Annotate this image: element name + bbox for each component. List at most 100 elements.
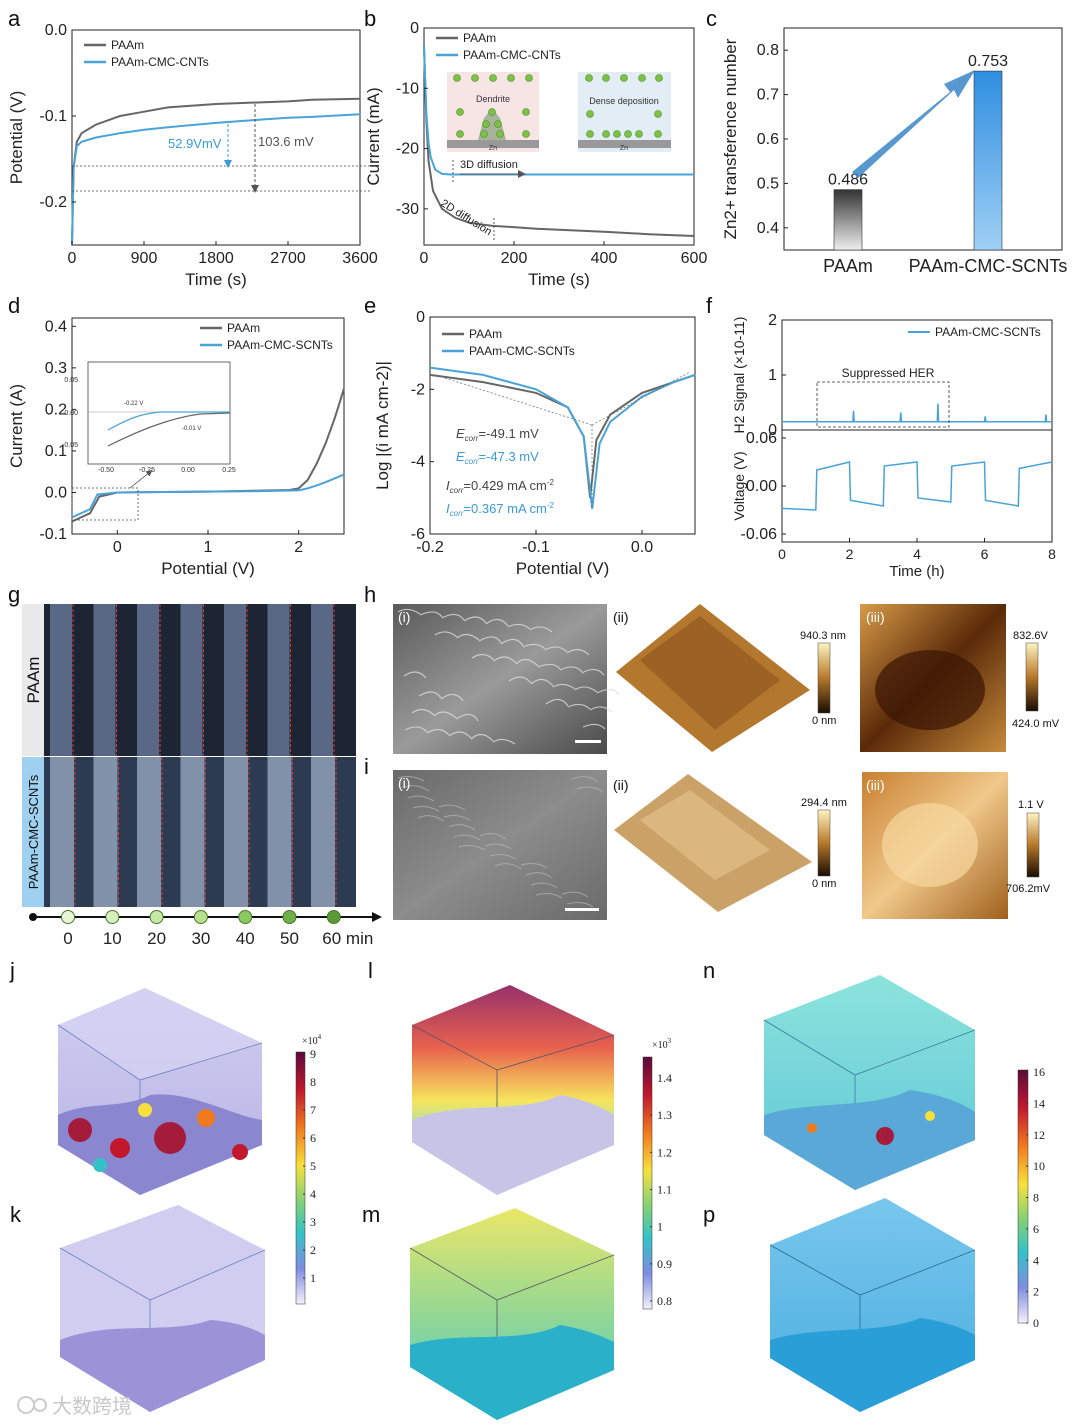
timeline-label: 40 [236, 929, 255, 948]
kpfm-colorbar-h [1025, 642, 1039, 712]
sem-wrinkle [530, 882, 558, 889]
sem-wrinkle [443, 815, 471, 821]
legend-label: PAAm-CMC-SCNTs [935, 325, 1041, 339]
inset-xtick: -0.25 [139, 467, 155, 474]
sem-flake [426, 728, 450, 736]
sem-flake [404, 726, 428, 733]
strip-cmc [137, 757, 161, 907]
legend-label: PAAm-CMC-SCNTs [469, 344, 575, 358]
colorbar-j-ticks: 9 8 7 6 5 4 3 2 1 [303, 1047, 316, 1285]
x-tick-label: 3600 [342, 250, 378, 267]
panel-label-i: i [364, 754, 369, 779]
annot-suppressed-her: Suppressed HER [842, 366, 935, 380]
inset-d: 0.05 0.00 -0.05 -0.50 -0.25 0.00 0.25 -0… [62, 361, 236, 521]
y-axis-label-top: H2 Signal (×10-11) [731, 317, 747, 434]
sim-cube-l [411, 985, 615, 1195]
sem-wrinkle [479, 833, 507, 840]
strip-cmc [224, 757, 248, 907]
afm-colorbar-i [817, 809, 831, 877]
sem-flake [522, 643, 546, 650]
colorbar-tick-label: 3 [310, 1215, 316, 1229]
kpfm-min-i: 706.2mV [1006, 883, 1051, 895]
annot-3d-diffusion: 3D diffusion [460, 159, 518, 171]
zoom-arrow [129, 470, 153, 489]
inset-ytick: -0.05 [62, 442, 78, 449]
sem-flake [596, 688, 620, 696]
hotspot [807, 1123, 817, 1133]
x-tick-label: 0 [420, 250, 429, 267]
sem-flake [581, 668, 605, 676]
sim-cube-n [763, 975, 976, 1190]
cube-top [58, 988, 262, 1080]
sem-wrinkle [571, 776, 599, 783]
sem-flake [463, 616, 487, 624]
afm-max-h: 940.3 nm [800, 630, 846, 642]
bar-0 [833, 189, 863, 251]
x-tick-label: 6 [981, 546, 989, 562]
bar-1 [973, 70, 1003, 251]
y-axis-label: Log |(i mA cm-2)| [373, 361, 392, 490]
colorbar-tick-label: 6 [1033, 1222, 1039, 1236]
y-tick-label: 0.5 [757, 175, 779, 192]
x-tick-label: -0.1 [522, 539, 550, 556]
colorbar-l-exp: ×103 [652, 1037, 672, 1051]
x-axis-label: Potential (V) [516, 559, 610, 578]
chart-c: 0.40.50.60.70.80.486PAAm0.753PAAm-CMC-SC… [721, 27, 1067, 276]
sem-wrinkle [561, 891, 589, 898]
sub-label: (iii) [866, 777, 885, 793]
timeline-dot [238, 910, 253, 924]
series-line-1 [71, 113, 361, 246]
sem-wrinkle [438, 804, 466, 811]
colorbar-tick-label: 1.3 [657, 1108, 672, 1122]
sem-flake [537, 663, 561, 670]
x-tick-label: 0.0 [631, 539, 653, 556]
sem-wrinkle [576, 786, 604, 793]
legend-label: PAAm [469, 327, 502, 341]
hotspot [93, 1158, 107, 1172]
sem-wrinkle [417, 815, 445, 822]
y-tick-label: -2 [411, 381, 425, 398]
series-line-1 [71, 473, 345, 519]
hotspot [876, 1127, 894, 1145]
y-tick-label: 0.3 [45, 360, 67, 377]
optical-strips [50, 604, 337, 907]
strip-cmc [93, 757, 118, 907]
series-line-1 [429, 366, 696, 509]
colorbar-n-ticks: 16 14 12 10 8 6 4 2 0 [1026, 1065, 1045, 1330]
sem-flake [589, 706, 613, 713]
y-tick-label: 0.7 [757, 87, 779, 104]
x-tick-label: 200 [501, 250, 528, 267]
y-tick-label: 0.00 [746, 478, 777, 495]
sem-flake [471, 653, 495, 661]
inset-dendrite-label: Dendrite [476, 94, 510, 104]
y-tick-label: -0.06 [741, 526, 778, 543]
ions-left [453, 74, 533, 138]
panel-g: PAAm PAAm-CMC-SCNTs 0 10 20 30 40 50 60 min [22, 604, 382, 948]
plot-frame [429, 316, 696, 535]
sub-label: (iii) [866, 609, 885, 625]
x-tick-label: 1 [204, 539, 213, 556]
surface [60, 1320, 265, 1412]
hotspot [138, 1103, 152, 1117]
zoom-box [71, 487, 139, 521]
sem-wrinkle [525, 872, 553, 879]
legend-label: PAAm [463, 31, 496, 45]
chart-b: 0 200 400 600 0 -10 -20 -30 Time (s) Current (mA)… [364, 20, 707, 289]
sem-flake [418, 691, 442, 699]
y-tick-label: 1 [768, 367, 777, 384]
y-tick-label: -0.2 [39, 194, 67, 211]
colorbar-tick-label: 1 [657, 1220, 663, 1234]
x-axis-label: Time (h) [889, 563, 944, 580]
colorbar-tick-label: 0 [1033, 1316, 1039, 1330]
colorbar-tick-label: 1.1 [657, 1183, 672, 1197]
y-tick-label: -30 [396, 201, 419, 218]
sem-flake [403, 671, 427, 679]
sem-wrinkle [535, 893, 563, 899]
inset-annot-0.01: -0.01 V [182, 426, 201, 432]
legend-label: PAAm-CMC-SCNTs [227, 338, 333, 352]
afm-colorbar-h [817, 642, 831, 714]
annotations-e: Ecorr=-49.1 mV Ecorr=-47.3 mV Icorr=0.42… [444, 371, 691, 518]
panel-label-j: j [9, 958, 15, 983]
x-tick-label: 8 [1048, 546, 1056, 562]
sem-flake [478, 636, 502, 644]
